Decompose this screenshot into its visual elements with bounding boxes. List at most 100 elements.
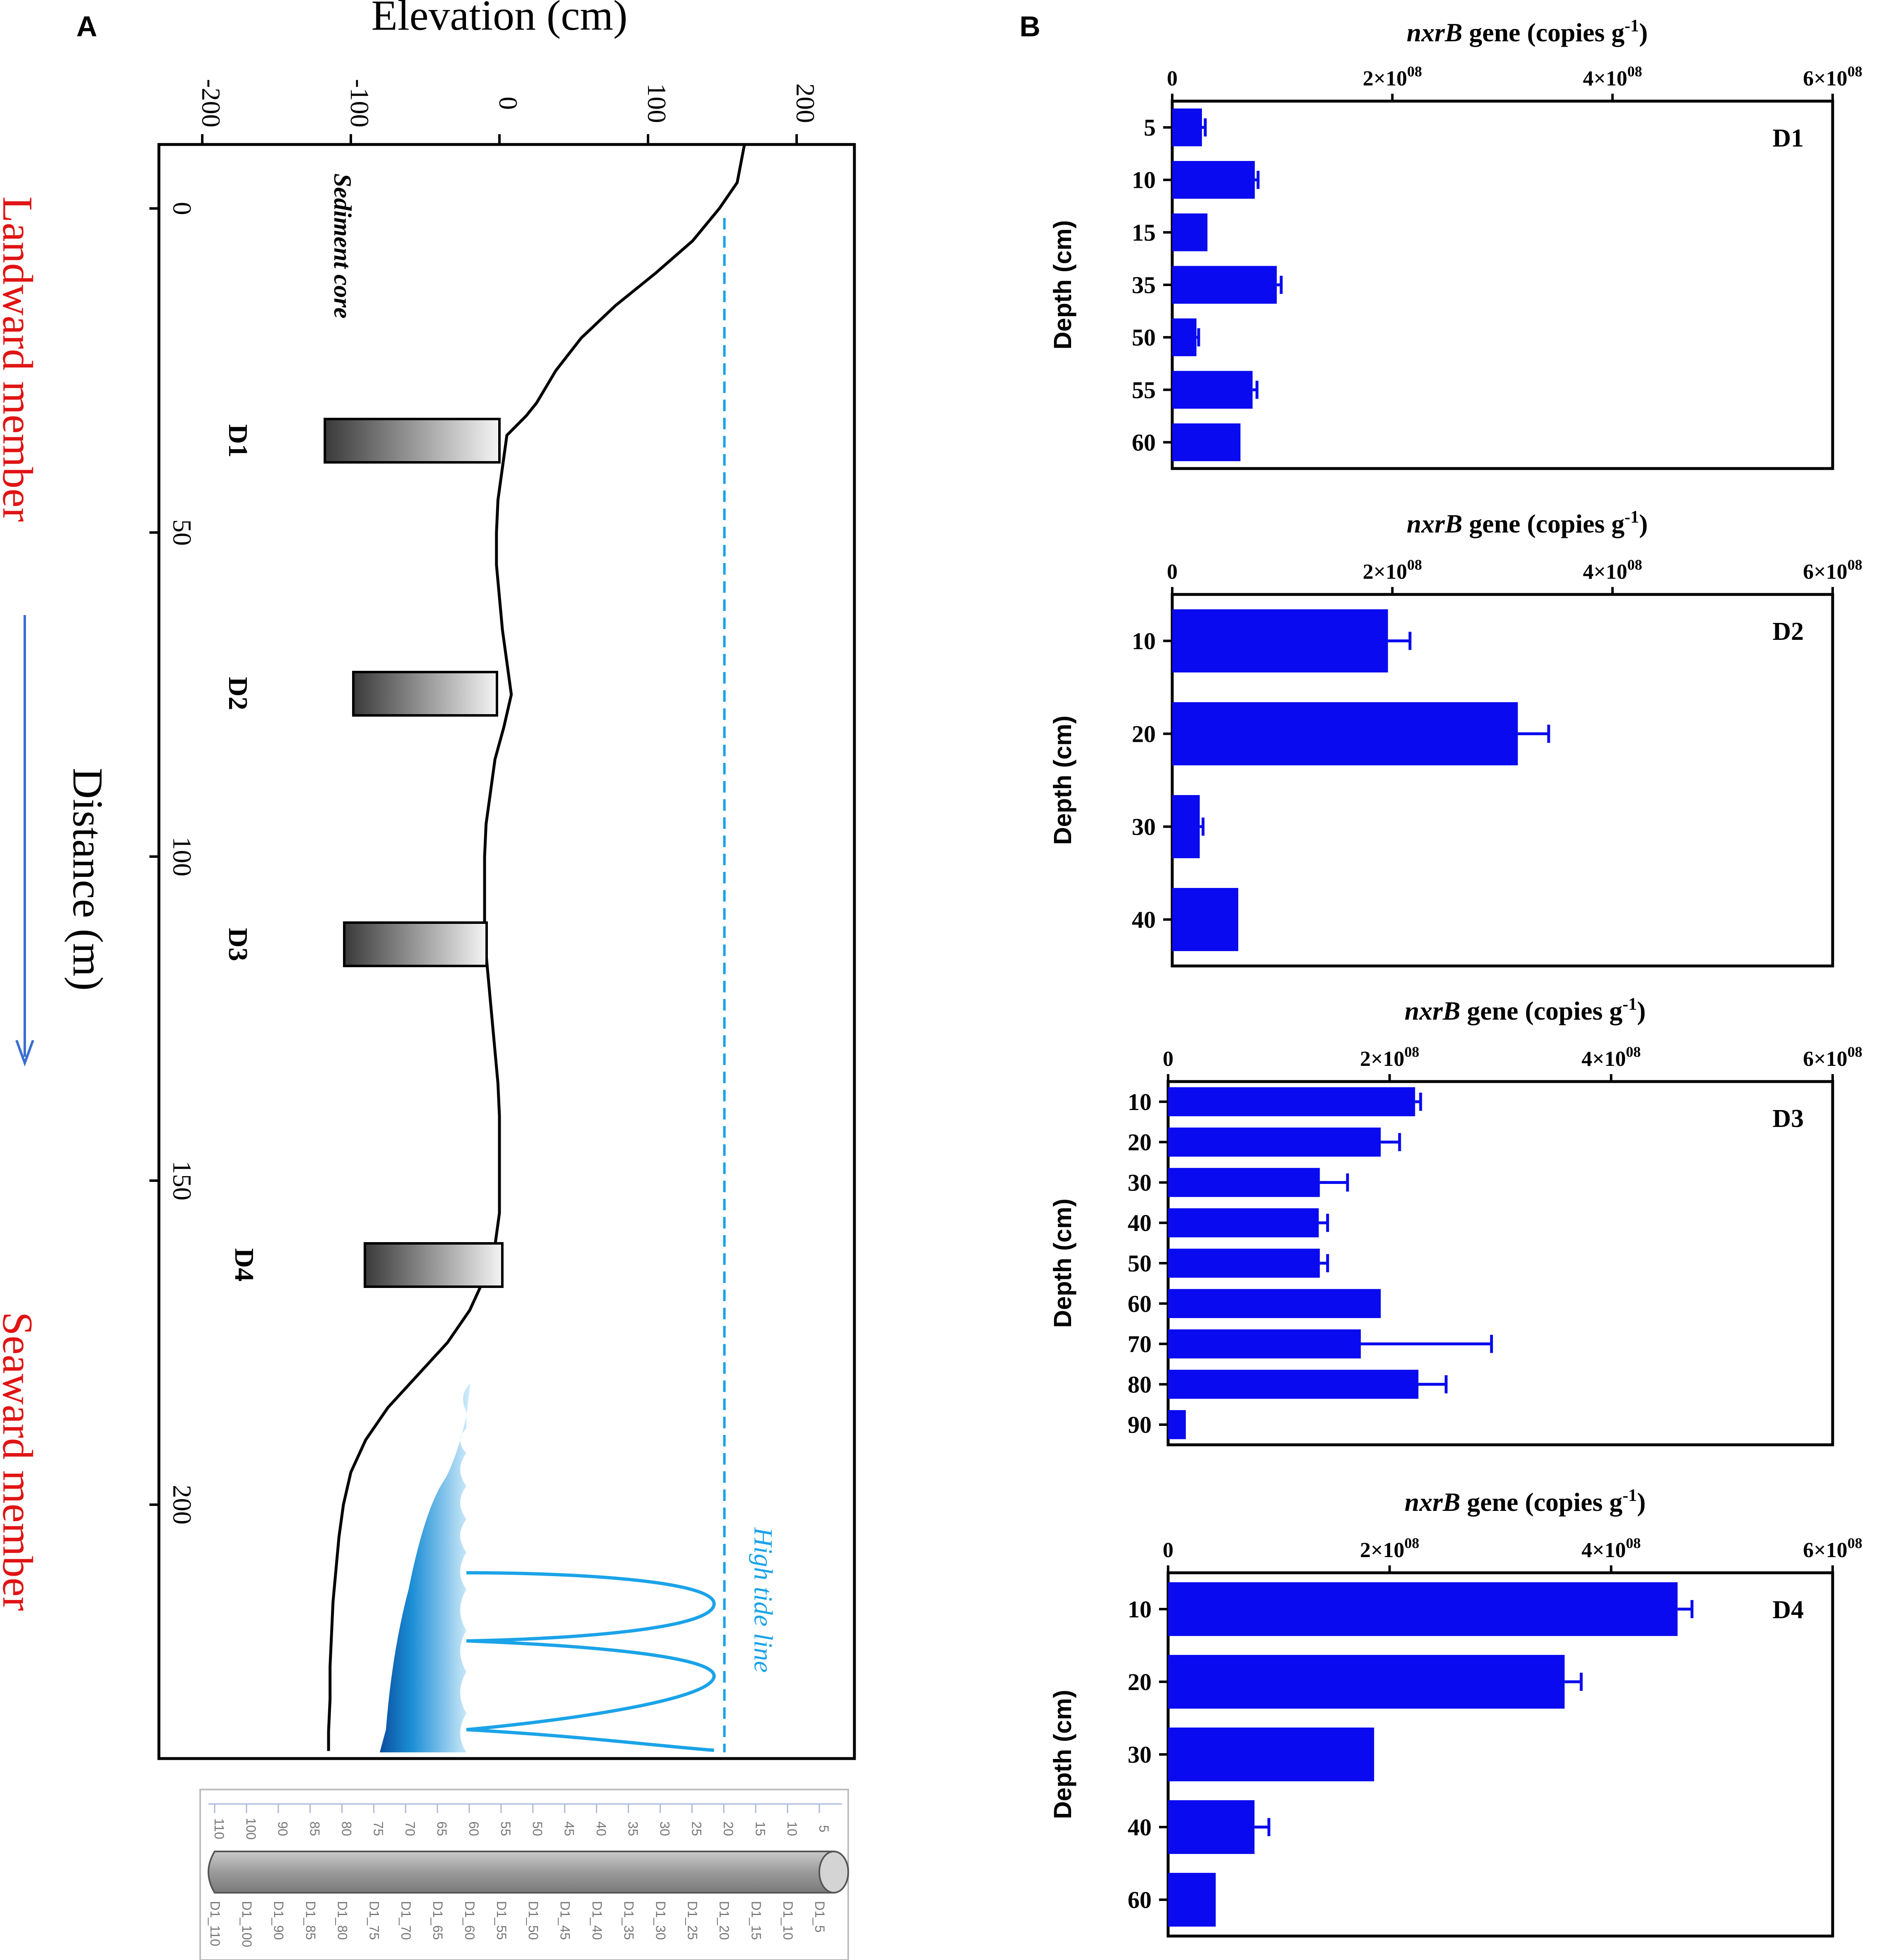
bar [1172,318,1197,356]
distance-tick-label: 100 [168,837,197,876]
bar [1168,1655,1565,1709]
bar-charts: nxrB gene (copies g-1)0 2×1008 4×1008 6×100… [1049,17,1862,1938]
y-axis-title: Depth (cm) [1049,715,1076,845]
bar [1168,1329,1361,1359]
bar [1168,1800,1255,1854]
x-axis-title-gene: nxrB [1405,996,1460,1025]
core-scale-tick-label: 10 [785,1821,800,1836]
landward-label: Landward member [0,196,41,522]
elevation-axis-title: Elevation (cm) [371,0,628,39]
y-tick-label: 40 [1128,1210,1152,1236]
bar [1172,108,1202,147]
bar-chart-d4: nxrB gene (copies g-1)0 2×1008 4×1008 6×100… [1049,1486,1862,1938]
bar [1172,609,1388,672]
x-axis-title-sup: -1 [1623,995,1637,1014]
x-tick-mantissa: 2×10 [1363,67,1408,90]
x-axis-title-close: ) [1639,18,1648,47]
core-scale-sample-label: D1_100 [239,1901,254,1947]
x-axis-title-gene: nxrB [1407,18,1462,47]
x-tick-label: 2×1008 [1363,63,1422,90]
core-scale-sample-label: D1_70 [399,1901,414,1940]
bar [1172,266,1277,304]
core-scale-tick-label: 45 [562,1821,577,1836]
core-scale-sample-label: D1_50 [526,1901,541,1940]
bar [1172,371,1253,409]
x-axis-title-text: gene (copies g [1462,509,1625,538]
bar [1168,1727,1374,1782]
core-scale-tick-label: 55 [498,1821,513,1836]
x-tick-label: 0 [1163,1539,1173,1562]
y-tick-label: 15 [1132,219,1156,246]
x-axis-title-sup: -1 [1625,17,1639,36]
core-label-d4: D4 [229,1248,259,1282]
station-label: D1 [1772,124,1804,152]
core-scale-sample-label: D1_45 [558,1901,572,1940]
bar [1168,1370,1419,1399]
core-scale-ticks: 5 D1_5 10 D1_10 15 D1_15 20 D1_20 25 D1_25 30 D1_30… [208,1804,831,1947]
x-tick-label: 4×1008 [1583,556,1642,584]
x-tick-exponent: 08 [1848,63,1862,80]
core-scale-tick-label: 85 [307,1821,322,1836]
core-scale-sample-label: D1_30 [653,1901,668,1940]
bar [1172,888,1238,951]
x-axis-title-gene: nxrB [1407,509,1462,538]
bar-chart-d1: nxrB gene (copies g-1)0 2×1008 4×1008 6×100… [1049,17,1862,470]
core-scale-tick-label: 80 [339,1821,354,1836]
core-scale-tick-label: 50 [530,1821,545,1836]
core-scale-sample-label: D1_5 [812,1901,827,1933]
core-scale-sample-label: D1_10 [781,1901,795,1940]
x-tick-mantissa: 2×10 [1360,1047,1405,1071]
x-tick-exponent: 08 [1848,1535,1862,1551]
y-tick-label: 80 [1128,1371,1152,1398]
x-tick-label: 4×1008 [1582,1535,1641,1562]
bar [1172,795,1200,858]
bar [1172,702,1518,765]
bar [1168,1208,1319,1238]
core-scale-tick-label: 70 [403,1821,418,1836]
x-tick-exponent: 08 [1404,1535,1419,1551]
x-axis-title-close: ) [1637,1487,1646,1517]
core-scale-sample-label: D1_80 [335,1901,350,1940]
x-tick-exponent: 08 [1407,556,1422,573]
distance-tick-label: 50 [168,519,197,546]
core-scale-tick-label: 40 [594,1821,608,1836]
x-tick-exponent: 08 [1848,556,1862,573]
core-label-d1: D1 [223,424,253,458]
x-tick-mantissa: 0 [1167,67,1178,90]
distance-ticks: 0 50 100 150 200 [149,202,197,1524]
bar-chart-frame [1171,593,1834,968]
core-scale-sample-label: D1_75 [367,1901,382,1940]
x-tick-mantissa: 4×10 [1583,560,1628,584]
elevation-tick-label: 0 [494,97,523,110]
y-tick-label: 60 [1132,429,1156,456]
y-tick-label: 10 [1132,628,1156,655]
core-scale-tick-label: 15 [753,1821,768,1836]
bar [1168,1582,1678,1636]
x-tick-mantissa: 6×10 [1803,1047,1848,1071]
core-scale-tick-label: 110 [212,1818,227,1839]
x-tick-label: 0 [1167,560,1178,584]
x-axis-title-close: ) [1639,509,1648,538]
x-axis-title: nxrB gene (copies g-1) [1405,995,1646,1025]
y-tick-label: 90 [1128,1411,1152,1438]
x-tick-label: 2×1008 [1363,556,1422,584]
x-axis-title-text: gene (copies g [1462,18,1625,47]
core-scale-sample-label: D1_65 [431,1901,445,1940]
core-label-d2: D2 [223,677,253,710]
x-tick-mantissa: 6×10 [1803,67,1848,90]
y-tick-label: 50 [1128,1250,1152,1277]
core-scale-tick-label: 5 [816,1825,831,1832]
core-scale-sample-label: D1_20 [717,1901,732,1940]
station-label: D2 [1772,618,1804,646]
y-tick-label: 60 [1128,1887,1152,1913]
core-scale-tick-label: 90 [275,1821,290,1836]
y-tick-label: 30 [1128,1741,1152,1768]
y-tick-label: 50 [1132,324,1156,351]
x-tick-label: 6×1008 [1803,1535,1862,1562]
bar [1168,1087,1415,1117]
x-tick-mantissa: 4×10 [1582,1539,1626,1562]
core-label-d3: D3 [223,928,253,961]
bar [1168,1127,1381,1157]
bar-chart-d3: nxrB gene (copies g-1)0 2×1008 4×1008 6×100… [1049,995,1862,1446]
